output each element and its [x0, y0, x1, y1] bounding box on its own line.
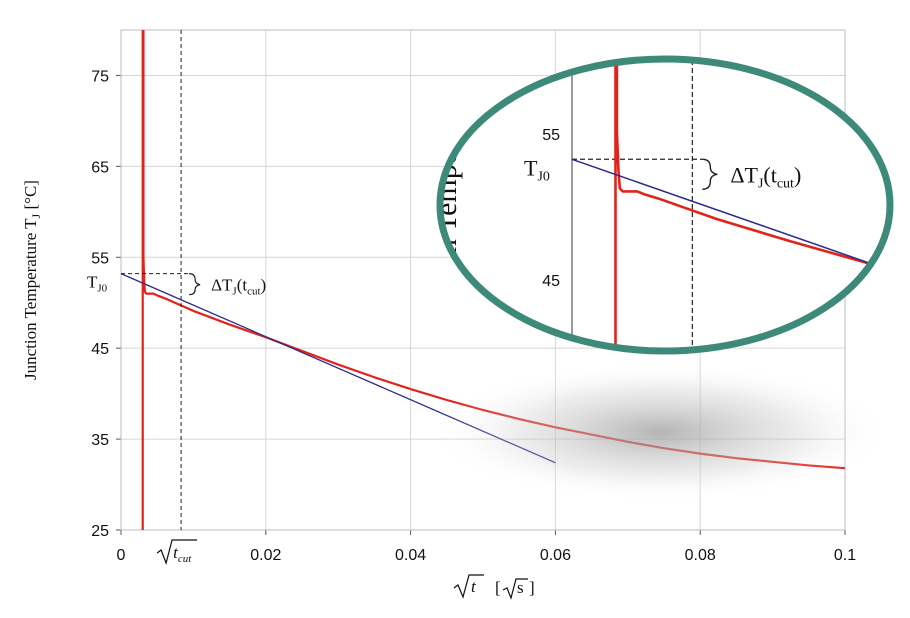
- x-tick-label: 0.1: [834, 547, 856, 564]
- inset-tj0-label: TJ0: [524, 155, 550, 184]
- inset-border: [436, 55, 894, 355]
- annotations: TJ0 ΔTJ(tcut) tcut: [87, 30, 266, 565]
- magnifier-inset: on Temper 55 45 TJ0 ΔTJ(tcut): [430, 55, 894, 355]
- inset-delta-brace: [702, 158, 718, 190]
- inset-series-line-measured: [614, 59, 890, 351]
- magnifier-shadow: [430, 362, 890, 502]
- tj0-label: TJ0: [87, 273, 108, 295]
- x-label-t: t: [471, 577, 477, 596]
- inset-y-tick-label: 55: [542, 127, 560, 144]
- inset-partial-ylabel: on Temper: [430, 141, 463, 269]
- inset-background: [440, 59, 890, 351]
- y-tick-labels: 25 35 45 55 65 75: [91, 68, 109, 540]
- inset-y-tick-label: 45: [542, 273, 560, 290]
- x-tick-label: 0.06: [540, 547, 571, 564]
- x-tick-label: 0.08: [685, 547, 716, 564]
- y-axis-label-unit: [°C]: [21, 180, 40, 214]
- delta-tj-label: ΔTJ(tcut): [211, 276, 266, 298]
- x-tick-label: 0.02: [250, 547, 281, 564]
- y-tick-label: 65: [91, 159, 109, 176]
- t-cut-sqrt-sign: [156, 539, 198, 565]
- y-tick-label: 75: [91, 68, 109, 85]
- x-label-unit-s: s: [517, 578, 524, 597]
- inset-delta-tj-label: ΔTJ(tcut): [730, 162, 801, 191]
- x-tick-label: 0.04: [395, 547, 426, 564]
- x-label-unit-sqrt: [502, 578, 528, 600]
- x-tick-labels: 0 0.02 0.04 0.06 0.08 0.1: [117, 547, 857, 564]
- delta-brace: [189, 273, 201, 296]
- y-tick-label: 25: [91, 523, 109, 540]
- y-tick-label: 35: [91, 432, 109, 449]
- x-tick-label: 0: [117, 547, 126, 564]
- x-label-unit-close: ]: [529, 578, 535, 597]
- y-tick-label: 45: [91, 341, 109, 358]
- inset-series-line-extrapolation: [571, 158, 890, 351]
- y-axis-label: Junction Temperature TJ [°C]: [21, 180, 43, 380]
- y-axis-label-main: Junction Temperature T: [21, 218, 40, 380]
- y-tick-label: 55: [91, 250, 109, 267]
- x-label-sqrt-sign: [453, 574, 484, 599]
- x-axis-label: t [ s ]: [453, 574, 535, 600]
- t-cut-label: tcut: [173, 543, 192, 565]
- x-label-unit-open: [: [495, 578, 501, 597]
- y-axis-label-sub: J: [29, 213, 43, 218]
